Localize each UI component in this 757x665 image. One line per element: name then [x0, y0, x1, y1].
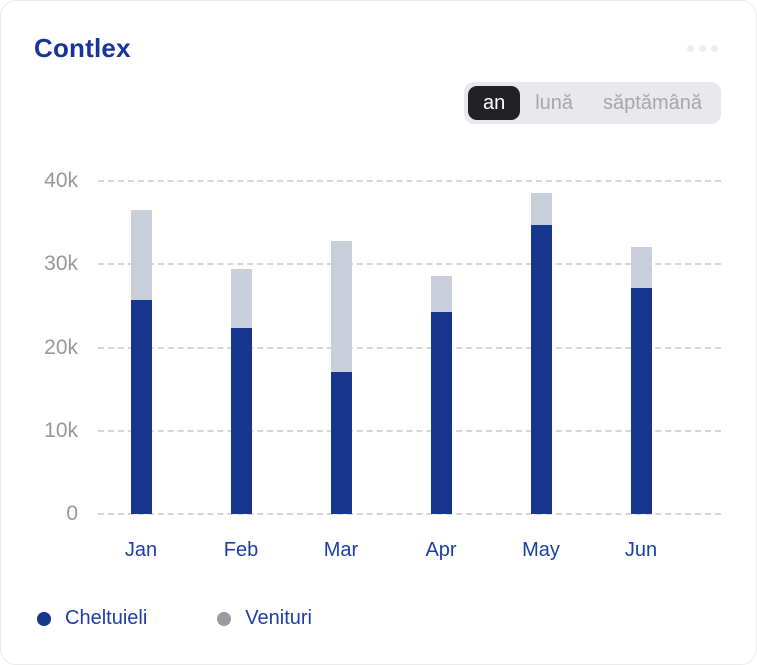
bar-venituri-feb [230, 269, 252, 329]
dot-icon [699, 45, 706, 52]
x-axis-label-jun: Jun [624, 539, 658, 561]
bar-venituri-jun [630, 246, 652, 289]
legend-label-venituri: Venituri [245, 607, 312, 629]
bar-cheltuieli-jun [630, 288, 652, 514]
period-selector: an lună săptămână [463, 82, 721, 124]
period-option-saptamana[interactable]: săptămână [588, 86, 717, 120]
y-tick-label-0: 0 [66, 502, 78, 525]
x-axis-label-mar: Mar [323, 539, 359, 561]
legend-item-cheltuieli: Cheltuieli [37, 607, 147, 630]
gridline-30k [98, 263, 721, 266]
bar-cheltuieli-jan [130, 300, 152, 514]
bar-cheltuieli-may [530, 225, 552, 514]
y-tick-label-40k: 40k [44, 169, 78, 192]
bar-cheltuieli-mar [330, 372, 352, 514]
bar-cheltuieli-apr [430, 311, 452, 514]
dot-icon [687, 45, 694, 52]
page-title: Contlex [34, 33, 131, 63]
x-axis-label-apr: Apr [425, 539, 457, 561]
bar-cheltuieli-feb [230, 328, 252, 514]
x-axis-label-jan: Jan [124, 539, 158, 561]
venituri-marker-icon [217, 611, 232, 626]
gridline-10k [98, 429, 721, 432]
bar-venituri-apr [430, 275, 452, 312]
y-tick-label-20k: 20k [44, 335, 78, 359]
chart-legend: Cheltuieli Venituri [37, 607, 312, 630]
y-tick-label-10k: 10k [44, 418, 78, 442]
bar-venituri-may [530, 192, 552, 226]
bar-venituri-mar [330, 240, 352, 373]
legend-label-cheltuieli: Cheltuieli [65, 607, 148, 629]
gridline-20k [98, 346, 721, 349]
y-tick-label-30k: 30k [44, 252, 78, 276]
period-option-an[interactable]: an [467, 86, 521, 120]
cheltuieli-marker-icon [37, 611, 51, 626]
x-axis-label-feb: Feb [223, 539, 259, 561]
bar-venituri-jan [130, 210, 152, 301]
more-options-icon[interactable] [687, 45, 718, 52]
dot-icon [711, 45, 718, 52]
period-option-luna[interactable]: lună [520, 86, 588, 120]
gridline-0 [98, 513, 721, 515]
legend-item-venituri: Venituri [217, 607, 312, 630]
x-axis-label-may: May [522, 539, 560, 561]
gridline-40k [98, 180, 721, 182]
